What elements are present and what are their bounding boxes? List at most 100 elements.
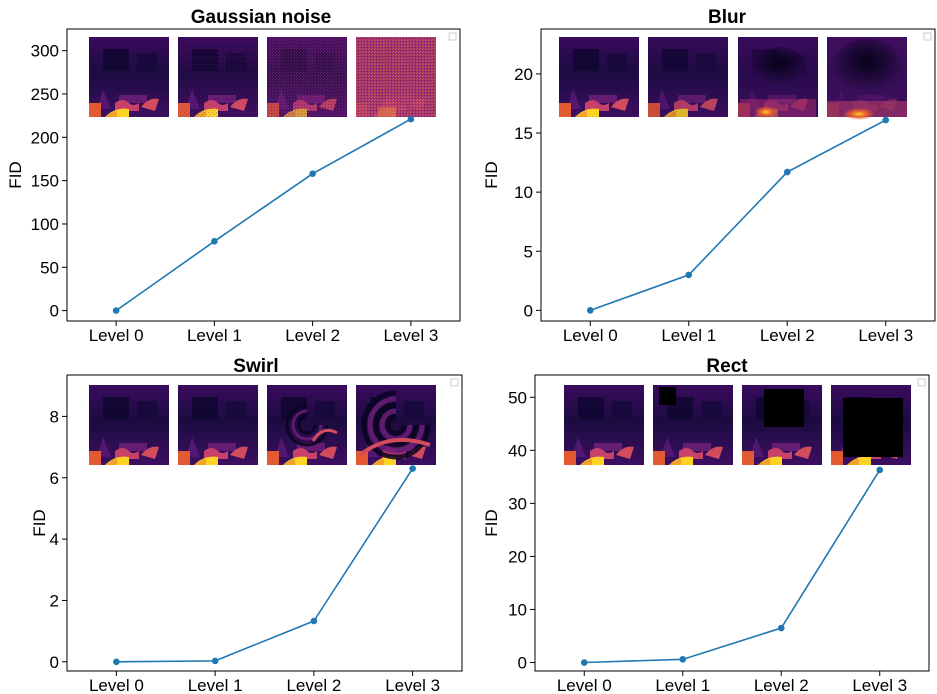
data-point xyxy=(112,307,120,314)
thumb-chair-orange xyxy=(705,446,723,459)
legend-box xyxy=(917,378,926,387)
y-tick-label: 20 xyxy=(514,65,533,84)
thumb-sofa xyxy=(293,448,317,459)
y-axis-label: FID xyxy=(30,509,49,536)
y-tick-label: 250 xyxy=(31,85,59,104)
thumbnail-image xyxy=(831,385,911,465)
legend-box xyxy=(450,378,459,387)
thumb-yellow-shadow xyxy=(580,459,592,465)
thumb-noise-overlay xyxy=(267,37,347,117)
data-point xyxy=(679,656,687,663)
thumbnail-image xyxy=(267,385,347,465)
thumb-sofa xyxy=(204,448,228,459)
thumbnail-image xyxy=(89,385,169,465)
data-point xyxy=(211,237,218,245)
thumb-yellow-shadow xyxy=(372,459,384,465)
thumb-yellow-shadow xyxy=(575,111,587,117)
thumb-chair-orange xyxy=(611,98,629,111)
thumb-table xyxy=(208,443,236,451)
thumb-sofa xyxy=(115,100,139,111)
chart-title: Blur xyxy=(708,7,747,28)
y-tick-label: 10 xyxy=(508,600,527,619)
y-tick-label: 5 xyxy=(524,242,533,261)
x-tick-label: Level 1 xyxy=(661,326,716,345)
thumb-chair-orange xyxy=(700,98,718,111)
data-point xyxy=(580,659,588,666)
thumb-yellow-shadow xyxy=(105,459,117,465)
y-tick-label: 20 xyxy=(508,547,527,566)
plot-frame xyxy=(66,28,461,322)
x-tick-label: Level 0 xyxy=(563,326,618,345)
thumb-chair-orange xyxy=(230,446,248,459)
y-tick-label: 40 xyxy=(508,441,527,460)
thumb-swirl-streak xyxy=(311,428,338,442)
y-tick-label: 15 xyxy=(514,124,533,143)
thumb-noise-overlay xyxy=(178,37,258,117)
thumb-window xyxy=(607,53,627,71)
x-tick-label: Level 2 xyxy=(286,676,341,694)
thumb-floor-left xyxy=(648,103,660,117)
thumb-table xyxy=(594,443,622,451)
thumbnail-image xyxy=(653,385,733,465)
thumb-window xyxy=(573,49,599,71)
thumb-sofa xyxy=(674,100,698,111)
thumb-window xyxy=(578,397,604,419)
thumb-blur-dark xyxy=(833,39,901,95)
thumb-noise-highlight xyxy=(378,107,396,117)
data-point xyxy=(777,624,785,632)
legend-box xyxy=(448,32,457,41)
thumb-window xyxy=(315,401,335,419)
y-tick-label: 4 xyxy=(50,530,59,549)
y-tick-label: 100 xyxy=(31,215,59,234)
y-tick-label: 8 xyxy=(50,407,59,426)
thumbnail-image xyxy=(738,37,818,118)
thumb-chair-orange xyxy=(141,446,159,459)
thumb-window xyxy=(192,397,218,419)
thumb-window xyxy=(404,401,424,419)
thumb-yellow-shadow xyxy=(758,459,770,465)
chart-panel: Blur FID 0 5 10 15 20 Level 0 Level 1 Level 2 Leve… xyxy=(482,7,936,345)
thumb-noise-overlay xyxy=(356,37,436,117)
data-point xyxy=(113,658,120,666)
chart-panel: Swirl FID 0 2 4 6 8 Level 0 Level 1 Level 2 Level … xyxy=(30,356,463,694)
thumbnail-image xyxy=(559,37,639,117)
x-tick-label: Level 3 xyxy=(383,326,438,345)
y-tick-label: 6 xyxy=(50,469,59,488)
thumb-blur-glow xyxy=(843,108,875,120)
thumbnail-image xyxy=(178,37,258,117)
thumb-yellow-shadow xyxy=(669,459,681,465)
data-point xyxy=(407,115,415,123)
x-tick-label: Level 2 xyxy=(285,326,340,345)
thumb-window xyxy=(226,401,246,419)
x-tick-label: Level 3 xyxy=(385,676,440,694)
thumb-yellow-shadow xyxy=(664,111,676,117)
thumb-chair-orange xyxy=(794,446,812,459)
thumb-blur-floor xyxy=(740,99,816,117)
thumbnail-image xyxy=(267,37,347,117)
thumb-swirl-arc xyxy=(373,402,419,448)
thumb-table xyxy=(119,95,147,103)
thumb-table xyxy=(772,443,800,451)
data-point xyxy=(685,271,693,279)
series-line xyxy=(589,119,887,312)
thumb-floor-left xyxy=(267,451,279,465)
y-tick-label: 50 xyxy=(508,388,527,407)
thumb-chair-orange xyxy=(141,98,159,111)
data-point xyxy=(309,170,316,178)
x-tick-label: Level 3 xyxy=(852,676,907,694)
y-tick-label: 30 xyxy=(508,494,527,513)
thumb-window xyxy=(137,401,157,419)
thumb-yellow-shadow xyxy=(194,459,206,465)
thumb-swirl-arc xyxy=(379,408,413,442)
thumb-floor-left xyxy=(742,451,754,465)
thumb-table xyxy=(683,443,711,451)
thumb-rect-occlusion xyxy=(843,398,903,457)
thumbnail-image xyxy=(564,385,644,465)
chart-title: Swirl xyxy=(233,356,278,377)
thumb-rect-occlusion xyxy=(764,389,804,427)
thumb-chair-orange xyxy=(319,446,337,459)
thumb-window xyxy=(696,53,716,71)
thumb-floor-left xyxy=(653,451,665,465)
thumb-table xyxy=(297,443,325,451)
